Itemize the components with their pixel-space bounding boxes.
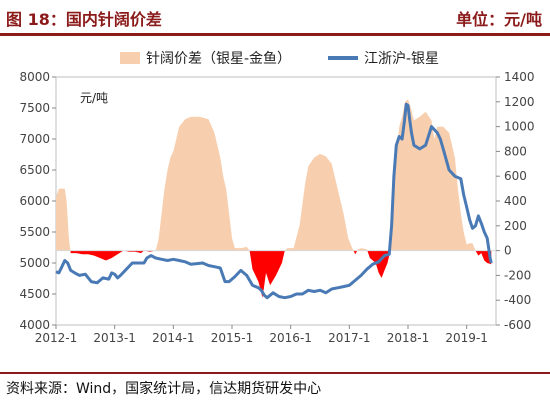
right-tick-label: 800: [504, 144, 527, 158]
legend: 针阔价差（银星-金鱼） 江浙沪-银星: [120, 50, 439, 67]
left-tick-label: 6500: [19, 163, 50, 177]
left-tick-label: 7000: [19, 132, 50, 146]
left-tick-label: 8000: [19, 70, 50, 84]
left-axis: 4000 4500 5000 5500 6000 6500 7000 7500 8000: [19, 70, 56, 332]
right-tick-label: 1400: [504, 70, 535, 84]
right-axis: -600 -400 -200 0 200 400 600 800 1000 1200 1400: [496, 70, 535, 332]
spread-area-negative: [70, 250, 492, 298]
right-tick-label: 1200: [504, 95, 535, 109]
legend-label-spread: 针阔价差（银星-金鱼）: [146, 50, 291, 67]
figure-unit: 单位：元/吨: [456, 10, 542, 29]
left-tick-label: 4000: [19, 318, 50, 332]
x-axis: 2012-1 2013-1 2014-1 2015-1 2016-1 2017-1 2018…: [35, 325, 488, 345]
legend-swatch-spread: [120, 52, 140, 64]
header-bar: 图 18：国内针阔价差 单位：元/吨: [0, 0, 550, 34]
source-note: 资料来源：Wind，国家统计局，信达期货研发中心: [6, 381, 322, 397]
left-tick-label: 5000: [19, 256, 50, 270]
right-tick-label: 600: [504, 169, 527, 183]
legend-label-price: 江浙沪-银星: [364, 51, 439, 67]
plot-area: [55, 76, 497, 326]
figure-title: 图 18：国内针阔价差: [6, 10, 162, 29]
left-tick-label: 5500: [19, 225, 50, 239]
right-tick-label: 200: [504, 219, 527, 233]
price-line: [55, 102, 493, 300]
left-tick-label: 7500: [19, 101, 50, 115]
right-tick-label: -200: [504, 268, 531, 282]
right-tick-label: -400: [504, 293, 531, 307]
x-tick-label: 2017-1: [328, 331, 371, 345]
left-axis-unit: 元/吨: [80, 91, 108, 105]
x-tick-label: 2019-1: [445, 331, 488, 345]
left-tick-label: 6000: [19, 194, 50, 208]
header-rule: [0, 33, 550, 36]
x-tick-label: 2013-1: [93, 331, 136, 345]
right-tick-label: 0: [504, 244, 512, 258]
x-tick-label: 2018-1: [387, 331, 430, 345]
x-tick-label: 2014-1: [152, 331, 195, 345]
left-tick-label: 4500: [19, 287, 50, 301]
right-tick-label: 1000: [504, 120, 535, 134]
right-tick-label: 400: [504, 194, 527, 208]
spread-chart: 针阔价差（银星-金鱼） 江浙沪-银星 元/吨 40004500500055006…: [19, 50, 535, 345]
x-tick-label: 2012-1: [35, 331, 78, 345]
x-tick-label: 2016-1: [269, 331, 312, 345]
footer-rule: [0, 372, 550, 374]
spread-area-positive: [56, 99, 492, 251]
right-tick-label: -600: [504, 318, 531, 332]
x-tick-label: 2015-1: [211, 331, 254, 345]
